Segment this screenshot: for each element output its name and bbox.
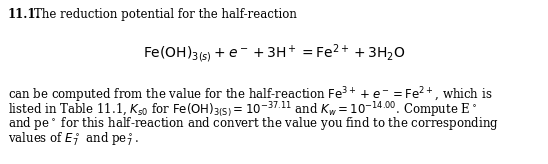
Text: can be computed from the value for the half-reaction $\mathrm{Fe^{3+}} + e^- = \: can be computed from the value for the h… [8,85,493,105]
Text: The reduction potential for the half-reaction: The reduction potential for the half-rea… [34,8,297,21]
Text: and pe$^\circ$ for this half-reaction and convert the value you find to the corr: and pe$^\circ$ for this half-reaction an… [8,115,499,132]
Text: 11.1.: 11.1. [8,8,41,21]
Text: listed in Table 11.1, $K_{s0}$ for $\mathrm{Fe(OH)_{3(S)}} = 10^{-37.11}$ and $K: listed in Table 11.1, $K_{s0}$ for $\mat… [8,100,477,120]
Text: values of $E_7^\circ$ and pe$_7^\circ$.: values of $E_7^\circ$ and pe$_7^\circ$. [8,130,139,147]
Text: $\mathrm{Fe(OH)}_{3(s)} + e^- + \mathrm{3H^+} = \mathrm{Fe^{2+}} + \mathrm{3H_2O: $\mathrm{Fe(OH)}_{3(s)} + e^- + \mathrm{… [142,42,406,65]
